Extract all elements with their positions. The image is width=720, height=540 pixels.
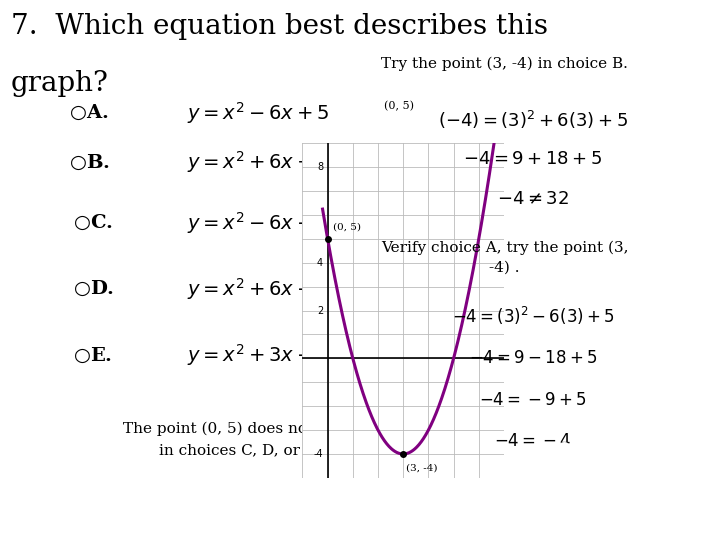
Text: (3, -4): (3, -4)	[406, 464, 437, 472]
Text: 7.  Which equation best describes this: 7. Which equation best describes this	[11, 14, 548, 40]
Text: (0, 5): (0, 5)	[333, 222, 361, 231]
Text: Verify choice A, try the point (3,
-4) .: Verify choice A, try the point (3, -4) .	[381, 241, 629, 275]
Text: $-4 = -4$: $-4 = -4$	[495, 433, 571, 450]
Text: $\bigcirc$D.: $\bigcirc$D.	[73, 279, 114, 299]
Text: Try the point (3, -4) in choice B.: Try the point (3, -4) in choice B.	[382, 56, 628, 71]
Text: $-4 = (3)^2 - 6(3) + 5$: $-4 = (3)^2 - 6(3) + 5$	[451, 305, 614, 327]
Text: 2: 2	[317, 306, 323, 315]
Text: $y = x^2 + 6x + 5$: $y = x^2 + 6x + 5$	[187, 150, 330, 176]
Text: 4: 4	[317, 258, 323, 268]
Text: $y = x^2 + 3x - 4$: $y = x^2 + 3x - 4$	[187, 342, 330, 368]
Text: $-4 = 9 + 18 + 5$: $-4 = 9 + 18 + 5$	[463, 150, 603, 168]
Text: (0, 5): (0, 5)	[384, 101, 414, 111]
Text: -4: -4	[313, 449, 323, 459]
Text: $-4 \neq 32$: $-4 \neq 32$	[497, 190, 569, 208]
Text: The point (0, 5) does not work
in choices C, D, or E.: The point (0, 5) does not work in choice…	[122, 422, 356, 457]
Text: 8: 8	[317, 162, 323, 172]
Text: $\bigcirc$E.: $\bigcirc$E.	[73, 346, 112, 365]
Text: $\bigcirc$A.: $\bigcirc$A.	[69, 103, 109, 123]
Text: $y = x^2 + 6x - 5$: $y = x^2 + 6x - 5$	[187, 276, 330, 302]
Text: $y = x^2 - 6x + 5$: $y = x^2 - 6x + 5$	[187, 100, 330, 126]
Text: $(-4) = (3)^2 + 6(3) + 5$: $(-4) = (3)^2 + 6(3) + 5$	[438, 109, 628, 131]
Text: $-4 = 9 - 18 + 5$: $-4 = 9 - 18 + 5$	[469, 350, 597, 367]
Text: $-4 = -9 + 5$: $-4 = -9 + 5$	[479, 392, 587, 409]
Text: Answer A: Answer A	[527, 435, 686, 467]
Text: $\bigcirc$C.: $\bigcirc$C.	[73, 213, 113, 232]
Text: $y = x^2 - 6x - 5$: $y = x^2 - 6x - 5$	[187, 210, 330, 236]
Text: $\bigcirc$B.: $\bigcirc$B.	[69, 153, 110, 172]
Text: graph?: graph?	[11, 70, 109, 97]
